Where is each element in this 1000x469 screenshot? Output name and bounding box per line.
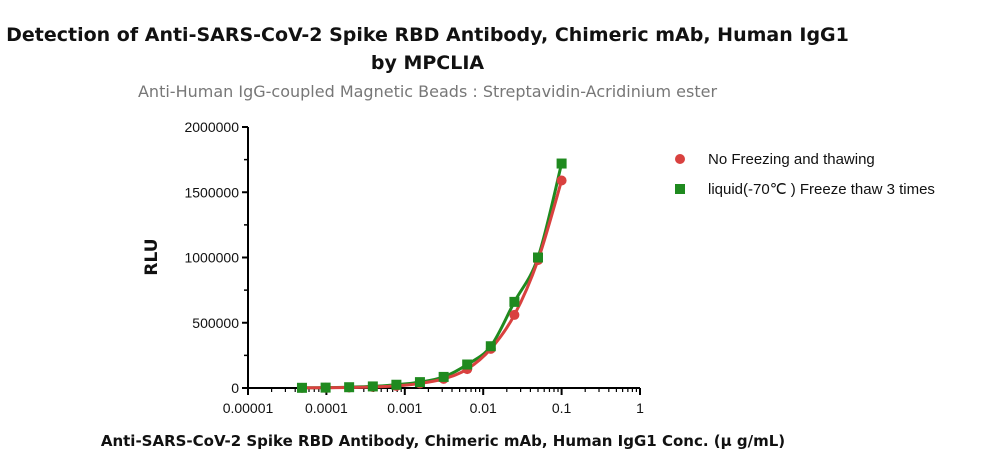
y-tick-label: 2000000	[184, 119, 239, 135]
data-point-square	[532, 252, 543, 263]
data-point-square	[462, 359, 473, 370]
x-tick-label: 0.01	[470, 400, 497, 416]
x-tick-label: 0.0001	[305, 400, 348, 416]
y-axis-label: RLU	[142, 238, 162, 275]
chart-subtitle: Anti-Human IgG-coupled Magnetic Beads : …	[137, 82, 718, 101]
chart-title: Detection of Anti-SARS-CoV-2 Spike RBD A…	[6, 24, 849, 46]
x-tick-label: 0.1	[552, 400, 572, 416]
legend-marker-circle	[675, 154, 685, 164]
legend-label: No Freezing and thawing	[708, 151, 875, 168]
data-points	[296, 158, 567, 393]
x-tick-label: 1	[636, 400, 644, 416]
data-point-circle	[509, 309, 520, 320]
y-tick-label: 500000	[192, 315, 239, 331]
data-point-square	[509, 296, 520, 307]
legend: No Freezing and thawing liquid(-70℃ ) Fre…	[675, 151, 935, 198]
data-point-square	[485, 341, 496, 352]
legend-marker-square	[675, 184, 685, 194]
legend-label: liquid(-70℃ ) Freeze thaw 3 times	[708, 181, 935, 198]
y-tick-label: 1500000	[184, 184, 239, 200]
x-tick-label: 0.00001	[223, 400, 274, 416]
data-point-square	[367, 381, 378, 392]
chart-title-line2: by MPCLIA	[370, 52, 485, 74]
data-point-square	[414, 377, 425, 388]
fit-curve-line	[301, 163, 564, 390]
data-point-square	[391, 379, 402, 390]
y-tick-label: 0	[231, 380, 239, 396]
data-point-circle	[556, 175, 567, 186]
fit-curve-line	[301, 180, 564, 390]
y-tick-label: 1000000	[184, 250, 239, 266]
data-point-square	[438, 371, 449, 382]
axes: 0 500000 1000000 1500000 2000000 0.00001 0.000…	[184, 119, 644, 416]
data-point-square	[320, 382, 331, 393]
data-point-square	[344, 382, 355, 393]
x-axis-label: Anti-SARS-CoV-2 Spike RBD Antibody, Chim…	[101, 432, 785, 450]
data-point-square	[296, 382, 307, 393]
x-tick-label: 0.001	[387, 400, 422, 416]
fit-curves	[301, 163, 564, 390]
data-point-square	[556, 158, 567, 169]
